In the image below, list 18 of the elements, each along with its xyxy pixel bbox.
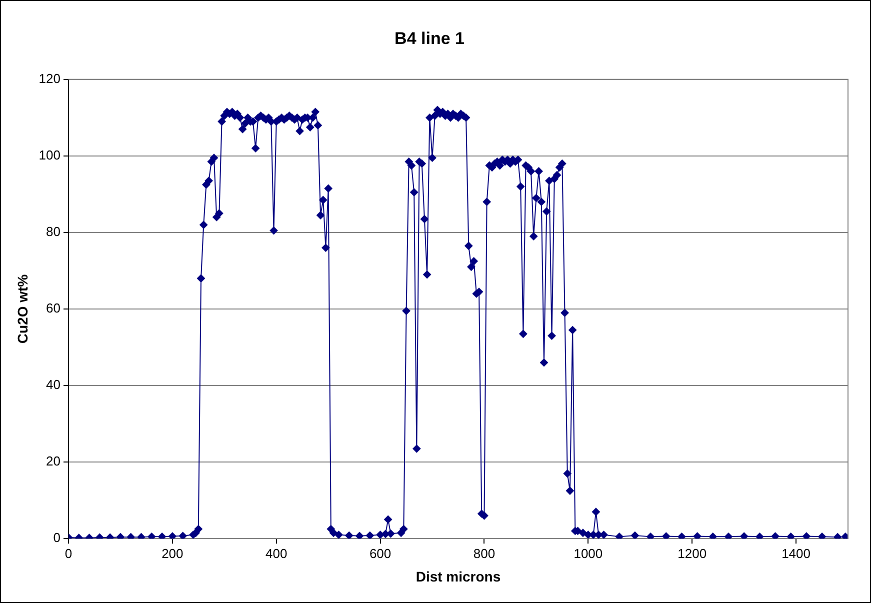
- y-tick-label: 80: [46, 224, 60, 240]
- y-tick-label: 40: [46, 377, 60, 392]
- x-tick-label: 800: [473, 546, 496, 561]
- y-axis-title: Cu2O wt%: [14, 274, 30, 344]
- y-tick-label: 60: [46, 300, 60, 316]
- x-tick-label: 600: [369, 546, 392, 561]
- chart-title: B4 line 1: [394, 28, 464, 48]
- x-tick-label: 0: [64, 546, 72, 561]
- x-tick-label: 1400: [782, 546, 810, 561]
- x-tick-label: 1000: [574, 546, 603, 561]
- y-tick-label: 120: [38, 70, 60, 86]
- x-axis-title: Dist microns: [416, 568, 501, 584]
- x-tick-label: 1200: [678, 546, 707, 561]
- y-tick-label: 100: [38, 148, 60, 163]
- y-tick-label: 20: [46, 454, 60, 469]
- x-tick-label: 400: [266, 546, 288, 561]
- y-tick-label: 0: [53, 530, 60, 546]
- x-tick-label: 200: [162, 546, 184, 561]
